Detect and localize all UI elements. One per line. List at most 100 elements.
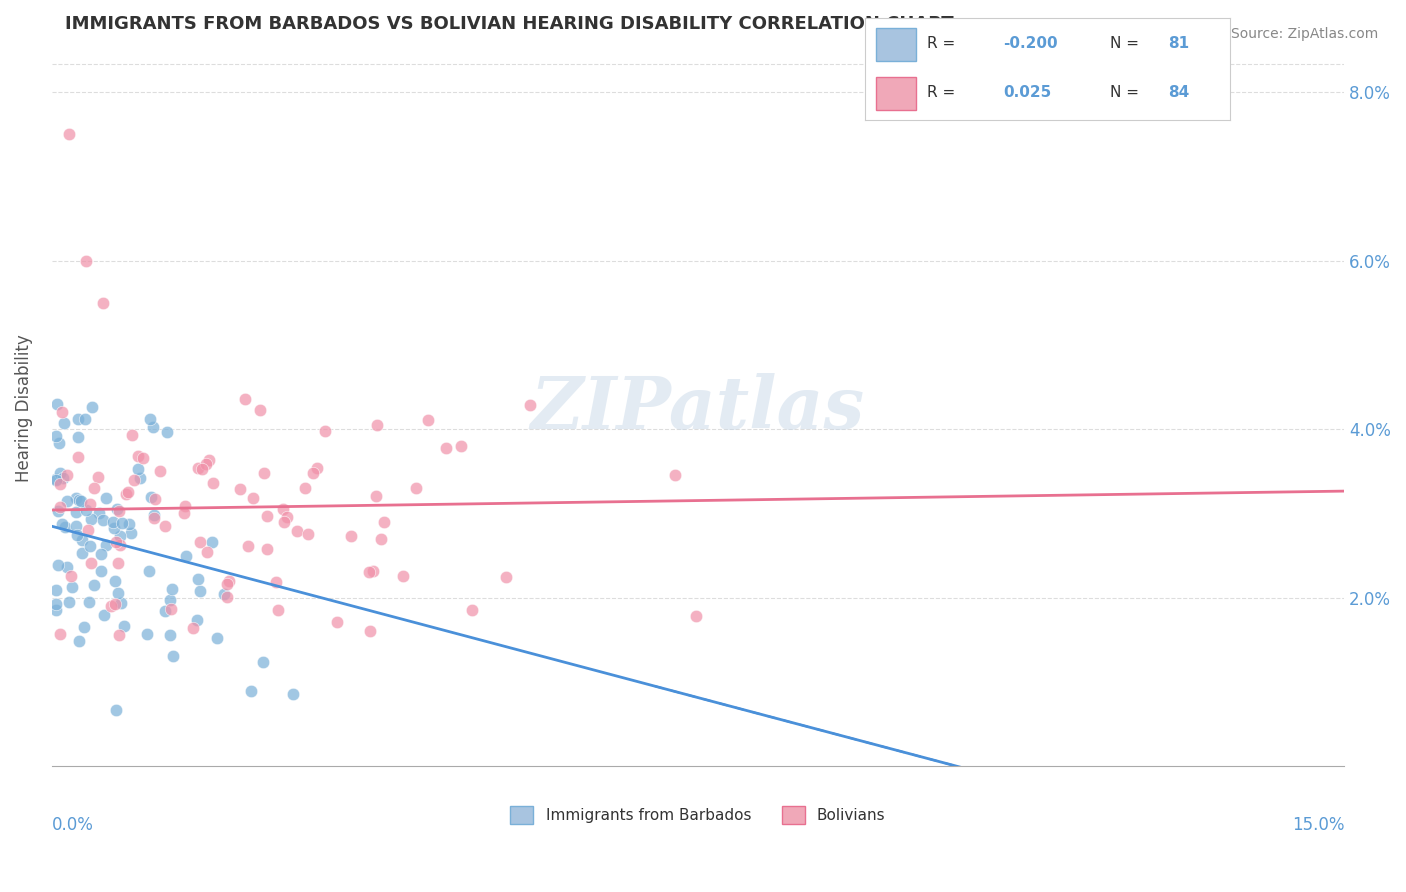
Legend: Immigrants from Barbados, Bolivians: Immigrants from Barbados, Bolivians bbox=[505, 799, 891, 830]
Point bbox=[53, 417, 76, 431]
Point bbox=[173, 506, 195, 520]
Point bbox=[55, 468, 77, 483]
Point bbox=[93, 607, 115, 622]
FancyBboxPatch shape bbox=[876, 29, 915, 61]
Point bbox=[460, 603, 482, 617]
Point bbox=[236, 539, 259, 553]
Point bbox=[52, 471, 75, 485]
Point bbox=[51, 516, 73, 531]
Point bbox=[281, 687, 304, 701]
Text: 0.0%: 0.0% bbox=[52, 816, 94, 835]
Point bbox=[67, 450, 90, 464]
Point bbox=[285, 524, 308, 538]
Point bbox=[75, 411, 97, 425]
Point bbox=[117, 485, 139, 500]
Point bbox=[188, 584, 211, 599]
Point bbox=[264, 574, 287, 589]
Point bbox=[162, 582, 184, 597]
Point bbox=[103, 515, 125, 529]
Point bbox=[305, 461, 328, 475]
Point bbox=[187, 461, 209, 475]
Point bbox=[685, 609, 707, 624]
Point bbox=[153, 604, 176, 618]
Point bbox=[104, 597, 127, 611]
Point bbox=[357, 565, 380, 579]
Text: Source: ZipAtlas.com: Source: ZipAtlas.com bbox=[1230, 27, 1378, 41]
Point bbox=[242, 491, 264, 505]
FancyBboxPatch shape bbox=[876, 78, 915, 110]
Point bbox=[115, 487, 138, 501]
Point bbox=[366, 417, 388, 432]
Point bbox=[186, 613, 208, 627]
Point bbox=[66, 430, 89, 444]
Point bbox=[361, 564, 384, 578]
Point bbox=[94, 538, 117, 552]
Point bbox=[159, 628, 181, 642]
Point bbox=[340, 529, 363, 543]
Point bbox=[239, 683, 262, 698]
Point bbox=[90, 564, 112, 578]
Point bbox=[194, 457, 217, 471]
Point bbox=[93, 295, 115, 310]
Point bbox=[188, 535, 211, 549]
Text: 81: 81 bbox=[1168, 36, 1189, 51]
Point bbox=[45, 597, 67, 611]
Point bbox=[302, 466, 325, 480]
Point bbox=[60, 580, 83, 594]
Point bbox=[201, 534, 224, 549]
Point bbox=[181, 621, 204, 635]
Point bbox=[370, 533, 392, 547]
Point bbox=[70, 493, 93, 508]
Point bbox=[405, 481, 427, 495]
Point bbox=[162, 649, 184, 664]
Point bbox=[49, 476, 72, 491]
Point bbox=[156, 425, 179, 440]
Point bbox=[89, 506, 111, 520]
Point bbox=[112, 619, 135, 633]
Point bbox=[294, 481, 316, 495]
Point bbox=[149, 464, 172, 478]
Point bbox=[450, 439, 472, 453]
Point bbox=[70, 533, 93, 547]
Point bbox=[104, 574, 127, 589]
Point bbox=[229, 482, 252, 496]
Point bbox=[143, 510, 166, 524]
Point bbox=[56, 560, 79, 574]
Point bbox=[136, 626, 159, 640]
Point bbox=[100, 599, 122, 613]
Point bbox=[160, 602, 183, 616]
Point bbox=[45, 473, 67, 487]
Point bbox=[105, 535, 128, 549]
Text: IMMIGRANTS FROM BARBADOS VS BOLIVIAN HEARING DISABILITY CORRELATION CHART: IMMIGRANTS FROM BARBADOS VS BOLIVIAN HEA… bbox=[65, 15, 953, 33]
Point bbox=[212, 587, 235, 601]
Point bbox=[127, 449, 149, 463]
Point bbox=[59, 569, 82, 583]
Point bbox=[75, 503, 97, 517]
Point bbox=[271, 501, 294, 516]
Point bbox=[46, 504, 69, 518]
Point bbox=[90, 547, 112, 561]
Point bbox=[174, 500, 197, 514]
Point bbox=[73, 619, 96, 633]
Text: -0.200: -0.200 bbox=[1004, 36, 1059, 51]
Point bbox=[364, 489, 387, 503]
Point bbox=[314, 424, 336, 438]
Point bbox=[252, 655, 274, 669]
Point bbox=[65, 519, 87, 533]
Text: R =: R = bbox=[927, 36, 955, 51]
Point bbox=[218, 574, 240, 588]
Point bbox=[107, 556, 129, 570]
Point bbox=[373, 515, 395, 529]
Point bbox=[110, 516, 132, 531]
Point bbox=[495, 570, 517, 584]
Point bbox=[139, 412, 162, 426]
Point bbox=[127, 462, 149, 476]
Point bbox=[51, 405, 73, 419]
Text: 0.025: 0.025 bbox=[1004, 86, 1052, 100]
Point bbox=[187, 572, 209, 586]
Point bbox=[138, 564, 160, 578]
Point bbox=[267, 603, 290, 617]
Text: R =: R = bbox=[927, 86, 955, 100]
Point bbox=[233, 392, 256, 407]
Point bbox=[53, 519, 76, 533]
